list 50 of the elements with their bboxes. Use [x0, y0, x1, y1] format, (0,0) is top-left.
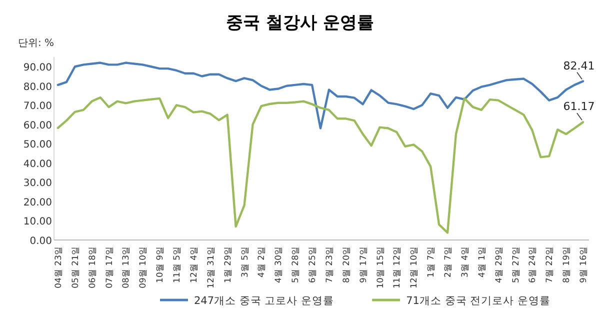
annotation: 61.17: [563, 100, 595, 121]
y-tick-label: 0.00: [30, 236, 52, 247]
x-tick-label: 11월 5일: [172, 246, 183, 283]
x-tick-label: 07월 17일: [104, 246, 115, 288]
x-tick-label: 09월 10일: [138, 246, 149, 288]
x-tick-label: 12월 31일: [206, 246, 216, 288]
x-tick-label: 8월 20일: [342, 246, 352, 283]
x-tick-label: 9월 16일: [579, 246, 589, 283]
annotation: 82.41: [563, 59, 595, 80]
x-tick-label: 6월 25일: [308, 246, 318, 283]
x-tick-label: 5월 27일: [511, 246, 522, 283]
y-tick-label: 80.00: [23, 82, 52, 93]
x-tick-label: 4월 29일: [494, 246, 504, 283]
x-tick-label: 9월 17일: [358, 246, 369, 283]
x-tick-label: 08월 13일: [122, 246, 132, 288]
x-tick-label: 4월 2일: [257, 246, 268, 278]
y-axis-title: 단위: %: [18, 38, 54, 49]
annotation: 61.17: [563, 100, 595, 114]
x-tick-label: 1월 7일: [426, 246, 437, 278]
annotation: 82.41: [563, 59, 595, 72]
y-tick-label: 50.00: [23, 140, 52, 151]
y-tick-label: 70.00: [23, 101, 52, 112]
x-tick-label: 12월 10일: [410, 246, 420, 288]
chart-title: 중국 철강사 운영률: [226, 13, 374, 33]
legend-label: 71개소 중국 전기로사 운영률: [406, 295, 550, 307]
x-tick-label: 8월 19일: [562, 246, 572, 283]
legend-label: 247개소 중국 고로사 운영률: [194, 295, 334, 307]
x-tick-label: 11월 12일: [392, 246, 403, 288]
x-tick-label: 10월 9일: [156, 246, 166, 283]
x-tick-label: 2월 7일: [444, 246, 454, 278]
y-tick-label: 20.00: [23, 197, 52, 208]
y-tick-label: 30.00: [23, 178, 52, 190]
x-tick-label: 5월 28일: [291, 246, 302, 283]
y-tick-label: 40.00: [23, 158, 52, 170]
x-tick-label: 4월 30일: [274, 246, 284, 283]
x-tick-label: 7월 23일: [324, 246, 335, 283]
y-tick-label: 10.00: [23, 216, 52, 228]
x-tick-label: 6월 24일: [528, 246, 538, 283]
x-tick-label: 3월 4일: [460, 246, 470, 278]
x-tick-label: 4월 1일: [477, 246, 488, 278]
x-tick-label: 06월 18일: [88, 246, 98, 288]
x-tick-label: 7월 22일: [545, 246, 556, 283]
y-tick-label: 90.00: [23, 62, 52, 74]
x-tick-label: 3월 5일: [240, 246, 250, 278]
x-tick-label: 10월 15일: [376, 246, 386, 288]
x-tick-label: 05월 21일: [70, 246, 81, 288]
x-tick-label: 12월 4일: [189, 246, 200, 283]
x-tick-label: 1월 29일: [223, 246, 234, 283]
x-tick-label: 04월 23일: [54, 246, 64, 288]
y-tick-label: 60.00: [23, 120, 52, 132]
